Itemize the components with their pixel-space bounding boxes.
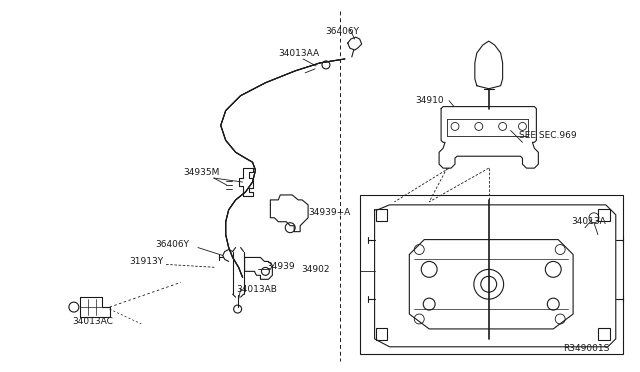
Text: 34013A: 34013A <box>571 217 606 226</box>
Text: 34013AA: 34013AA <box>278 48 319 58</box>
Text: 36406Y: 36406Y <box>325 27 359 36</box>
Bar <box>376 209 387 221</box>
Text: 34939: 34939 <box>266 262 295 271</box>
Bar <box>598 328 610 340</box>
Bar <box>376 328 387 340</box>
Bar <box>598 209 610 221</box>
Text: 34935M: 34935M <box>183 168 220 177</box>
Bar <box>360 195 623 354</box>
Text: 34902: 34902 <box>301 265 330 274</box>
Text: 36406Y: 36406Y <box>156 240 189 249</box>
Text: 34013AB: 34013AB <box>237 285 278 294</box>
Text: 31913Y: 31913Y <box>129 257 164 266</box>
Text: R349001S: R349001S <box>563 344 609 353</box>
Text: SEE SEC.969: SEE SEC.969 <box>518 131 576 140</box>
Text: 34910: 34910 <box>415 96 444 105</box>
Text: 34013AC: 34013AC <box>72 317 113 327</box>
Text: 34939+A: 34939+A <box>308 208 350 217</box>
